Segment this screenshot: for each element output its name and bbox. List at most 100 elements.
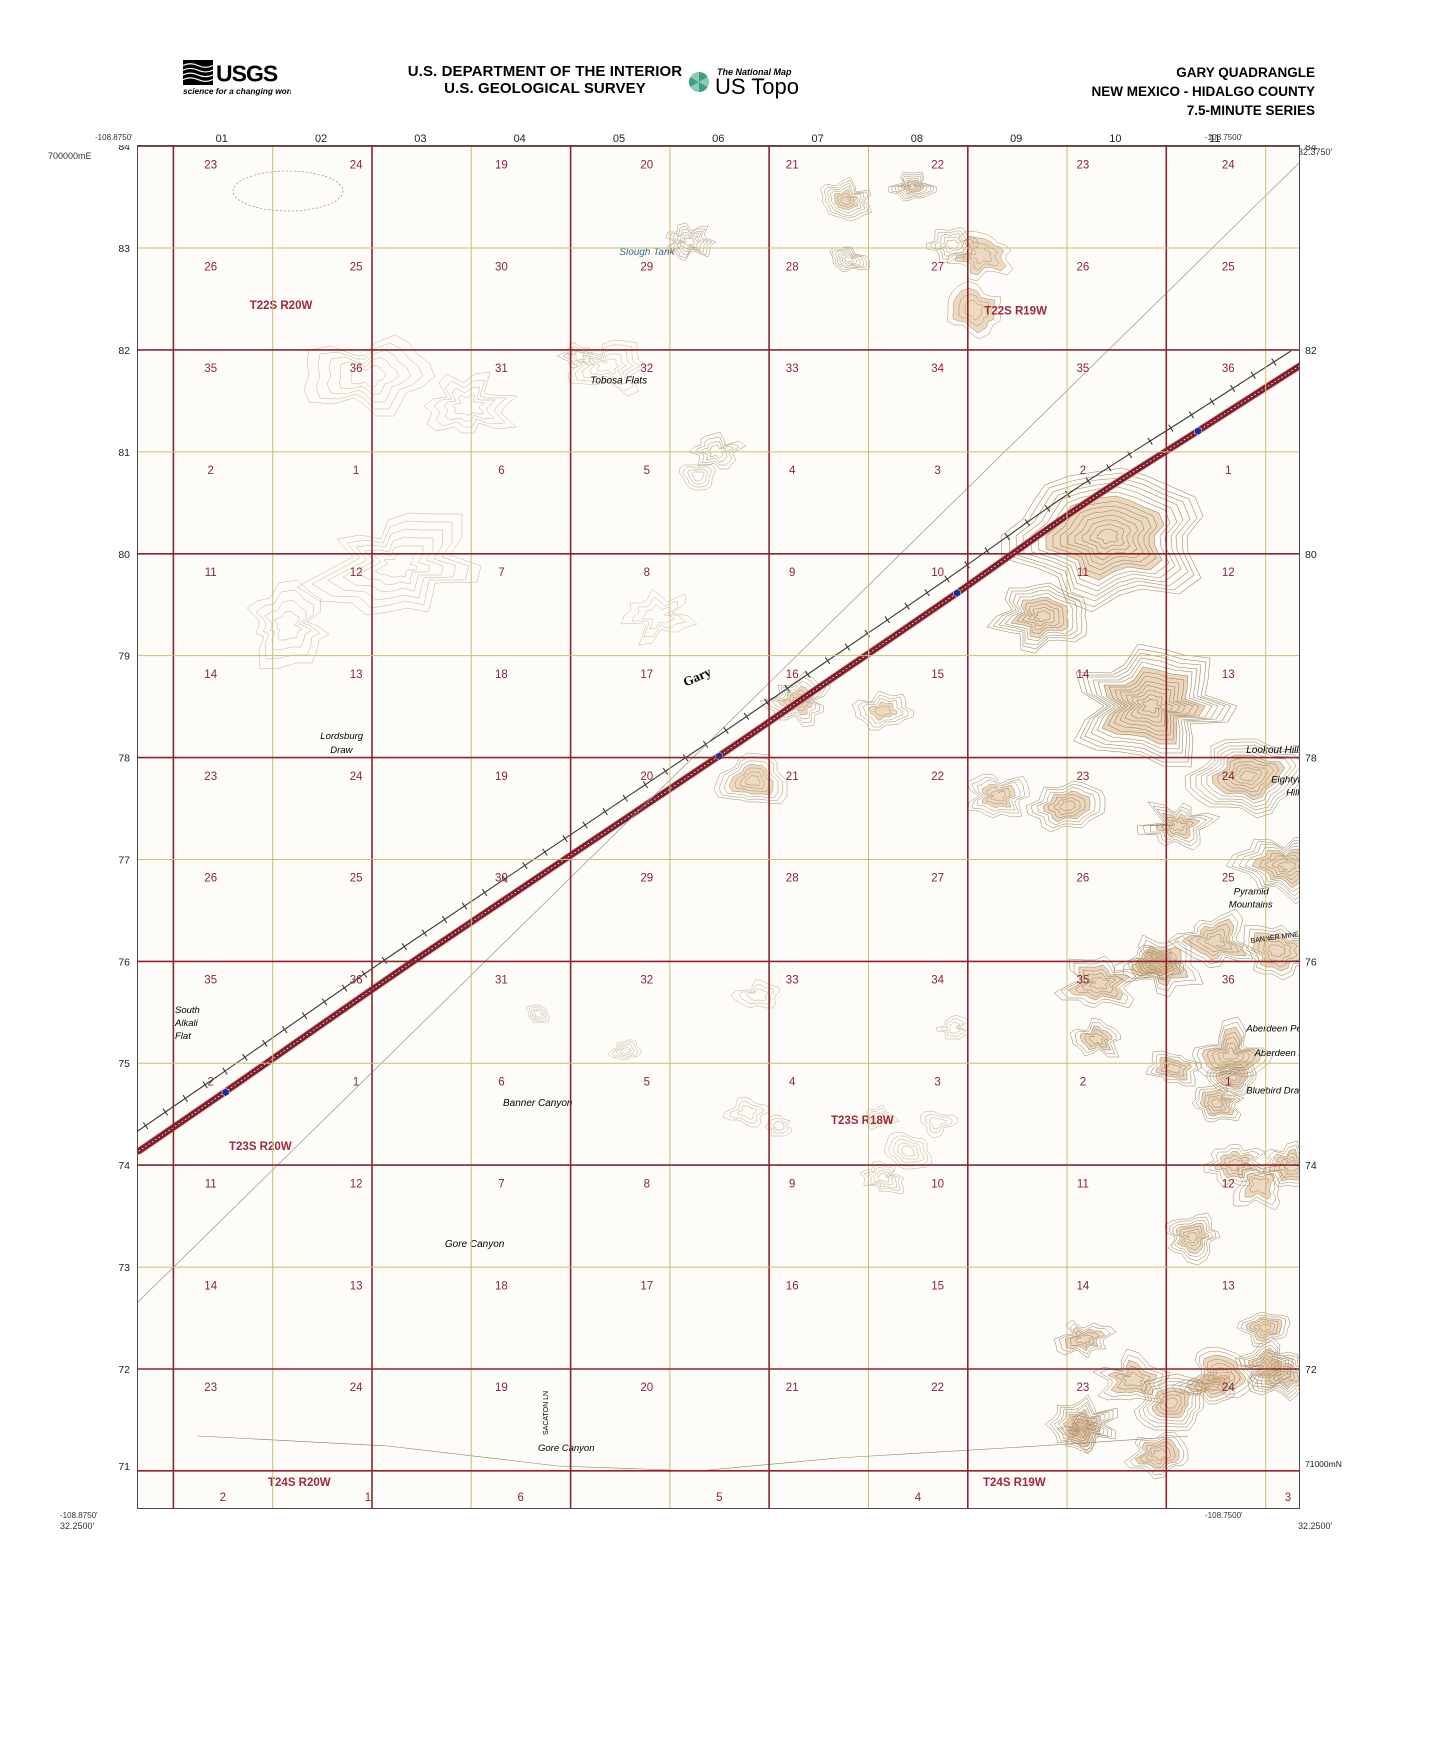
svg-text:20: 20	[640, 771, 653, 783]
svg-text:24: 24	[350, 159, 363, 171]
svg-text:12: 12	[350, 567, 363, 579]
svg-text:09: 09	[1010, 133, 1022, 145]
svg-text:77: 77	[118, 855, 130, 867]
svg-text:2: 2	[207, 1077, 213, 1089]
svg-text:30: 30	[495, 873, 508, 885]
svg-text:16: 16	[786, 669, 799, 681]
svg-text:Lordsburg: Lordsburg	[320, 731, 363, 742]
svg-text:17: 17	[640, 1280, 653, 1292]
svg-text:1: 1	[1225, 465, 1231, 477]
svg-text:25: 25	[1222, 873, 1235, 885]
svg-text:11: 11	[1077, 567, 1089, 579]
svg-text:36: 36	[1222, 975, 1235, 987]
svg-text:South: South	[175, 1005, 200, 1016]
svg-text:26: 26	[204, 873, 217, 885]
svg-text:11: 11	[205, 1178, 217, 1190]
svg-text:05: 05	[613, 133, 625, 145]
svg-text:4: 4	[789, 465, 796, 477]
svg-text:78: 78	[1305, 753, 1317, 765]
svg-text:27: 27	[931, 873, 944, 885]
svg-text:23: 23	[1077, 771, 1090, 783]
svg-text:08: 08	[911, 133, 923, 145]
svg-text:23: 23	[1077, 159, 1090, 171]
svg-text:20: 20	[640, 159, 653, 171]
svg-text:31: 31	[495, 363, 508, 375]
svg-text:21: 21	[786, 159, 799, 171]
svg-text:22: 22	[931, 771, 944, 783]
svg-text:32: 32	[640, 975, 653, 987]
svg-text:25: 25	[350, 261, 363, 273]
svg-text:science for a changing world: science for a changing world	[183, 86, 291, 96]
svg-text:24: 24	[1222, 1382, 1235, 1394]
svg-text:6: 6	[498, 465, 504, 477]
svg-text:32: 32	[640, 363, 653, 375]
svg-text:8: 8	[644, 567, 650, 579]
svg-text:28: 28	[786, 873, 799, 885]
svg-text:74: 74	[1305, 1160, 1317, 1172]
svg-text:T23S R18W: T23S R18W	[831, 1115, 894, 1127]
svg-text:3: 3	[934, 1077, 940, 1089]
svg-text:24: 24	[1222, 159, 1235, 171]
svg-text:18: 18	[495, 669, 508, 681]
svg-text:03: 03	[414, 133, 426, 145]
svg-text:12: 12	[350, 1178, 363, 1190]
svg-text:29: 29	[640, 261, 653, 273]
svg-text:13: 13	[350, 1280, 363, 1292]
svg-text:34: 34	[931, 363, 944, 375]
svg-text:12: 12	[1222, 1178, 1235, 1190]
svg-text:35: 35	[204, 363, 217, 375]
svg-text:10: 10	[931, 567, 944, 579]
svg-text:1: 1	[353, 465, 359, 477]
svg-text:06: 06	[712, 133, 724, 145]
svg-text:79: 79	[118, 651, 130, 663]
svg-text:82: 82	[118, 345, 130, 357]
svg-text:2: 2	[1080, 1077, 1086, 1089]
svg-text:23: 23	[204, 771, 217, 783]
svg-text:20: 20	[640, 1382, 653, 1394]
svg-text:T22S R20W: T22S R20W	[250, 300, 313, 312]
svg-text:30: 30	[495, 261, 508, 273]
svg-text:84: 84	[118, 145, 130, 153]
svg-text:23: 23	[204, 159, 217, 171]
svg-text:15: 15	[931, 1280, 944, 1292]
svg-text:T22S R19W: T22S R19W	[984, 306, 1047, 318]
svg-text:22: 22	[931, 1382, 944, 1394]
svg-text:23: 23	[204, 1382, 217, 1394]
svg-text:36: 36	[1222, 363, 1235, 375]
svg-text:72: 72	[118, 1364, 130, 1376]
svg-text:78: 78	[118, 753, 130, 765]
svg-text:Eightyfive: Eightyfive	[1271, 774, 1300, 785]
svg-text:US Topo: US Topo	[715, 74, 799, 99]
svg-text:73: 73	[118, 1262, 130, 1274]
svg-text:5: 5	[644, 1077, 650, 1089]
svg-text:74: 74	[118, 1160, 130, 1172]
svg-text:6: 6	[498, 1077, 504, 1089]
svg-text:2: 2	[220, 1492, 226, 1504]
svg-text:34: 34	[931, 975, 944, 987]
svg-text:10: 10	[931, 1178, 944, 1190]
svg-text:Aberdeen Draw: Aberdeen Draw	[1254, 1048, 1300, 1059]
svg-text:28: 28	[786, 261, 799, 273]
svg-text:75: 75	[118, 1058, 130, 1070]
svg-text:24: 24	[1222, 771, 1235, 783]
svg-text:84: 84	[1305, 145, 1317, 153]
svg-text:26: 26	[1077, 873, 1090, 885]
svg-text:4: 4	[789, 1077, 796, 1089]
svg-text:Alkali: Alkali	[174, 1018, 199, 1029]
svg-text:14: 14	[1077, 1280, 1090, 1292]
svg-text:25: 25	[1222, 261, 1235, 273]
svg-text:17: 17	[640, 669, 653, 681]
svg-text:29: 29	[640, 873, 653, 885]
svg-text:Hill: Hill	[1286, 787, 1300, 798]
svg-text:7: 7	[498, 567, 504, 579]
svg-text:T24S R20W: T24S R20W	[268, 1477, 331, 1489]
svg-text:76: 76	[118, 956, 130, 968]
svg-text:16: 16	[786, 1280, 799, 1292]
svg-text:4: 4	[915, 1492, 922, 1504]
svg-text:8: 8	[644, 1178, 650, 1190]
svg-text:23: 23	[1077, 1382, 1090, 1394]
svg-text:35: 35	[204, 975, 217, 987]
svg-text:83: 83	[118, 243, 130, 255]
svg-text:1: 1	[1225, 1077, 1231, 1089]
svg-text:27: 27	[931, 261, 944, 273]
